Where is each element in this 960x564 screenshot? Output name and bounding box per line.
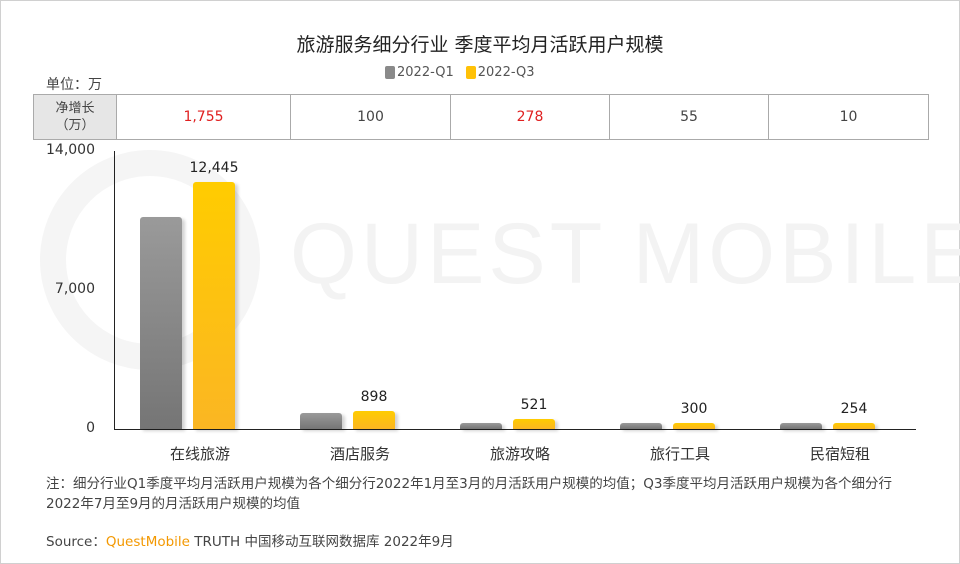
bar-2022-q3 [353, 411, 395, 429]
legend-item-q1: 2022-Q1 [385, 65, 454, 80]
legend-label-q3: 2022-Q3 [477, 65, 535, 80]
bar-2022-q1 [140, 216, 182, 429]
bar-value-label: 898 [360, 389, 388, 406]
net-growth-header-line2: （万） [55, 118, 95, 133]
net-growth-cell: 55 [609, 94, 769, 140]
bar-2022-q1 [780, 423, 822, 429]
source-rest: TRUTH 中国移动互联网数据库 2022年9月 [189, 534, 454, 550]
bar-2022-q3 [833, 423, 875, 429]
bar-2022-q3 [673, 423, 715, 429]
unit-label: 单位：万 [46, 77, 102, 93]
y-tick-7000: 7,000 [54, 281, 95, 297]
x-axis [114, 429, 916, 430]
category-label: 在线旅游 [169, 445, 230, 463]
bar-2022-q1 [620, 423, 662, 429]
legend-swatch-q1 [385, 66, 395, 79]
net-growth-cell: 278 [450, 94, 610, 140]
legend-label-q1: 2022-Q1 [397, 65, 454, 80]
category-label: 旅行工具 [649, 445, 710, 463]
footnote: 注：细分行业Q1季度平均月活跃用户规模为各个细分行2022年1月至3月的月活跃用… [46, 476, 892, 512]
chart-title: 旅游服务细分行业 季度平均月活跃用户规模 [296, 34, 664, 56]
y-tick-0: 0 [86, 420, 95, 436]
net-growth-cell: 100 [290, 94, 451, 140]
bar-2022-q3 [513, 418, 555, 429]
legend-item-q3: 2022-Q3 [465, 65, 535, 80]
y-axis [114, 151, 115, 430]
legend: 2022-Q1 2022-Q3 [385, 65, 535, 80]
category-label: 旅游攻略 [489, 445, 550, 463]
net-growth-cell: 10 [768, 94, 929, 140]
bar-2022-q1 [460, 423, 502, 429]
net-growth-cell: 1,755 [116, 94, 291, 140]
category-label: 民宿短租 [809, 445, 870, 463]
bar-value-label: 300 [680, 401, 708, 417]
source-line: Source：QuestMobile TRUTH 中国移动互联网数据库 2022… [46, 530, 454, 550]
source-prefix: Source： [46, 534, 106, 550]
bar-value-label: 521 [520, 396, 548, 413]
source-brand: QuestMobile [105, 534, 190, 550]
net-growth-header-line1: 净增长 [55, 101, 95, 116]
bar-value-label: 12,445 [189, 159, 239, 176]
bar-2022-q1 [300, 413, 342, 429]
net-growth-header: 净增长 （万） [33, 94, 117, 140]
legend-swatch-q3 [465, 66, 476, 79]
net-growth-table: 净增长 （万） 1,755 100 278 55 10 [33, 94, 929, 140]
bar-value-label: 254 [840, 401, 868, 417]
y-tick-14000: 14,000 [46, 142, 95, 158]
bar-2022-q3 [193, 181, 235, 429]
category-label: 酒店服务 [329, 445, 390, 463]
